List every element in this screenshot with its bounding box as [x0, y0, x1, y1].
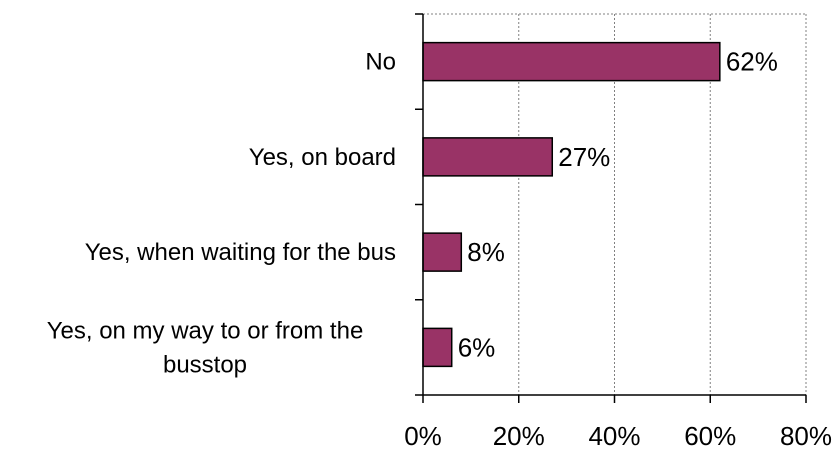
bars — [422, 41, 721, 368]
category-label-0-line-0: No — [365, 49, 396, 76]
category-label-3: Yes, on my way to or from the busstop — [47, 317, 364, 378]
data-labels: 62% 27% 8% 6% — [458, 47, 778, 363]
x-tick-label-0: 0% — [404, 421, 442, 451]
category-label-1: Yes, on board — [249, 144, 396, 171]
category-label-0: No — [365, 49, 396, 76]
axes — [415, 13, 807, 403]
category-label-3-line-0: Yes, on my way to or from the — [47, 317, 364, 344]
data-label-2: 8% — [467, 237, 505, 267]
x-tick-label-80: 80% — [780, 421, 832, 451]
data-label-1: 27% — [558, 142, 610, 172]
category-labels: No Yes, on board Yes, when waiting for the… — [47, 49, 396, 379]
data-label-3: 6% — [458, 332, 496, 362]
category-label-3-line-1: busstop — [163, 351, 247, 378]
x-tick-label-60: 60% — [684, 421, 736, 451]
category-label-2: Yes, when waiting for the bus — [85, 239, 396, 266]
grid-lines — [423, 13, 807, 395]
data-label-0: 62% — [726, 47, 778, 77]
category-label-2-line-0: Yes, when waiting for the bus — [85, 239, 396, 266]
x-tick-labels: 0% 20% 40% 60% 80% — [404, 421, 832, 451]
bar-1 — [422, 137, 554, 177]
category-label-1-line-0: Yes, on board — [249, 144, 396, 171]
bar-3 — [422, 327, 453, 368]
bar-0 — [422, 41, 721, 82]
bar-2 — [422, 232, 463, 272]
x-tick-label-40: 40% — [588, 421, 640, 451]
x-tick-label-20: 20% — [493, 421, 545, 451]
